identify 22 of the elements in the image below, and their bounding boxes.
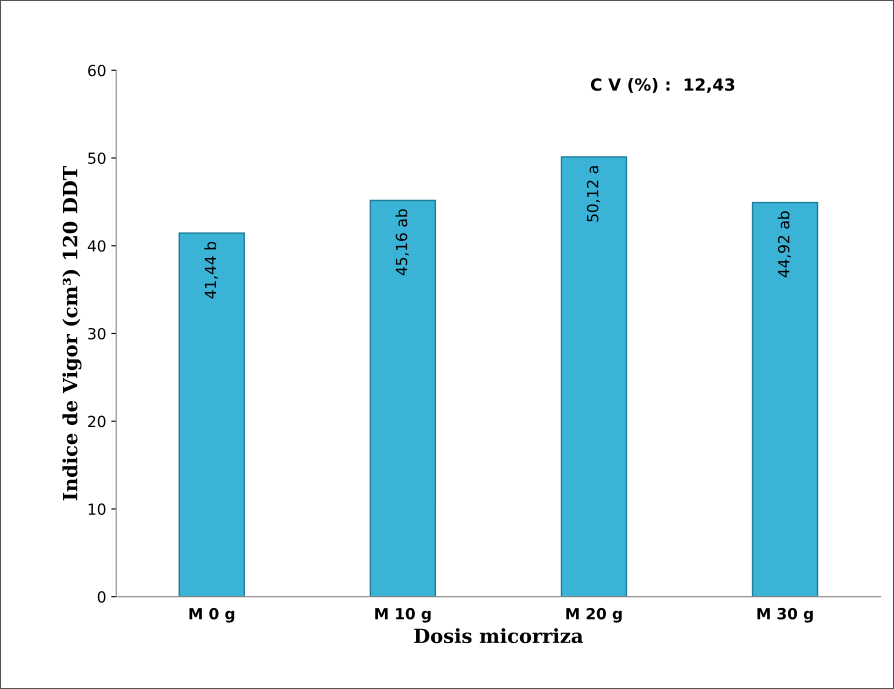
y-tick-label: 40: [88, 240, 106, 252]
y-tick-label: 50: [88, 152, 106, 164]
y-tick-label: 20: [88, 416, 106, 428]
x-tick-label: M 10 g: [375, 608, 431, 623]
x-axis-title: Dosis micorriza: [414, 628, 584, 644]
bar: [752, 202, 818, 597]
data-label: 50,12 a: [586, 166, 600, 222]
annotation: C V (%) : 12,43: [590, 78, 734, 94]
data-label: 44,92 ab: [778, 211, 792, 278]
y-tick-label: 0: [98, 591, 106, 603]
y-axis-title: Indice de Vigor (cm³) 120 DDT: [62, 166, 82, 500]
x-tick-label: M 0 g: [189, 608, 234, 623]
x-tick-label: M 20 g: [566, 608, 622, 623]
bar: [178, 232, 245, 597]
x-tick-label: M 30 g: [757, 608, 813, 623]
data-label: 45,16 ab: [395, 209, 409, 276]
bar: [370, 200, 436, 597]
y-tick-label: 60: [88, 64, 106, 76]
y-tick-label: 30: [88, 328, 106, 340]
data-label: 41,44 b: [204, 242, 218, 299]
bar: [560, 156, 628, 597]
y-tick-label: 10: [88, 503, 106, 515]
